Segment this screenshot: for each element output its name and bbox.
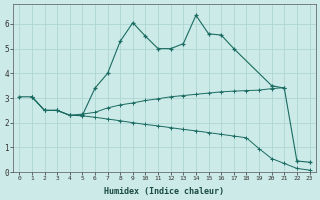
X-axis label: Humidex (Indice chaleur): Humidex (Indice chaleur)	[104, 187, 224, 196]
